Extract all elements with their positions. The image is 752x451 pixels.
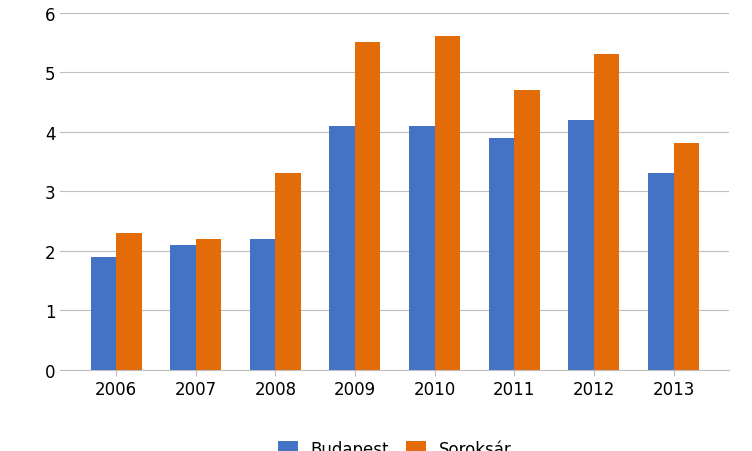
Bar [116, 233, 141, 370]
Bar [648, 174, 674, 370]
Bar [329, 126, 355, 370]
Bar [275, 174, 301, 370]
Bar [514, 91, 540, 370]
Bar [409, 126, 435, 370]
Bar [489, 138, 514, 370]
Bar [90, 257, 116, 370]
Bar [196, 239, 221, 370]
Legend: Budapest, Soroksár: Budapest, Soroksár [269, 432, 520, 451]
Bar [170, 245, 196, 370]
Bar [569, 120, 594, 370]
Bar [250, 239, 275, 370]
Bar [355, 43, 381, 370]
Bar [674, 144, 699, 370]
Bar [435, 37, 460, 370]
Bar [594, 55, 620, 370]
